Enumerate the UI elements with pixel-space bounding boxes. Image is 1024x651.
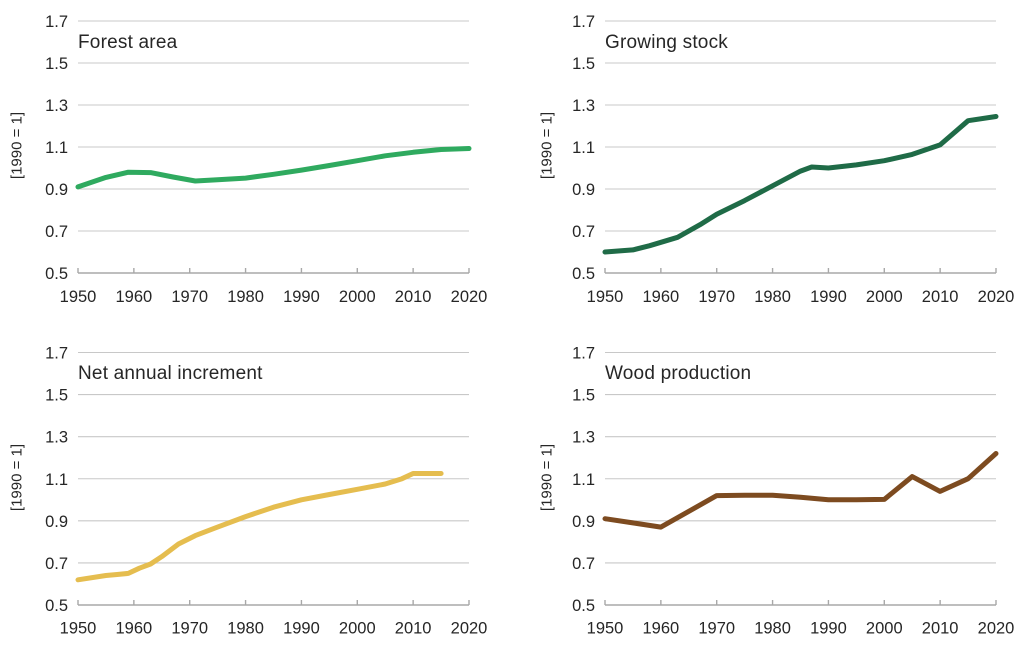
x-tick-label: 2010 — [922, 288, 959, 306]
y-tick-label: 1.3 — [572, 97, 595, 115]
x-tick-label: 1960 — [115, 288, 152, 306]
y-tick-label: 1.7 — [572, 345, 595, 363]
x-tick-label: 2020 — [978, 620, 1015, 638]
series-line — [75, 471, 444, 583]
x-tick-label: 1950 — [587, 620, 624, 638]
chart-title-growing-stock: Growing stock — [605, 32, 728, 53]
chart-title-wood-production: Wood production — [605, 363, 752, 384]
y-tick-label: 0.7 — [45, 223, 68, 241]
y-tick-label: 0.7 — [572, 555, 595, 573]
x-tick-label: 2000 — [339, 288, 376, 306]
chart-title-forest-area: Forest area — [78, 32, 178, 53]
y-tick-label: 1.1 — [572, 471, 595, 489]
y-tick-label: 0.5 — [45, 265, 68, 283]
chart-growing-stock: 1.7 1.5 1.3 1.1 0.9 0.7 0.5 1950 1960 1970 1980 199… — [572, 13, 1015, 306]
series-line — [602, 451, 999, 530]
x-tick-label: 2010 — [395, 620, 432, 638]
y-tick-label: 1.5 — [45, 55, 68, 73]
x-tick-label: 1950 — [60, 620, 97, 638]
x-tick-label: 1970 — [698, 288, 735, 306]
y-tick-label: 0.9 — [572, 513, 595, 531]
y-tick-label: 1.1 — [572, 139, 595, 157]
x-tick-label: 2020 — [978, 288, 1015, 306]
y-tick-label: 0.5 — [45, 597, 68, 615]
x-tick-label: 1980 — [227, 288, 264, 306]
y-tick-label: 1.3 — [572, 429, 595, 447]
chart-net-annual-increment: 1.7 1.5 1.3 1.1 0.9 0.7 0.5 1950 1960 1970 1980 199… — [45, 345, 488, 638]
y-tick-label: 1.7 — [45, 345, 68, 363]
x-tick-label: 2020 — [451, 620, 488, 638]
chart-forest-area: 1.7 1.5 1.3 1.1 0.9 0.7 0.5 1950 1960 1970 1980 199… — [45, 13, 488, 306]
series-line — [75, 146, 472, 190]
y-axis-label: [1990 = 1] — [538, 443, 556, 512]
x-tick-label: 2000 — [866, 288, 903, 306]
x-tick-label: 1990 — [283, 620, 320, 638]
y-tick-label: 1.7 — [572, 13, 595, 31]
series-line — [602, 114, 999, 255]
x-tick-label: 1970 — [698, 620, 735, 638]
x-tick-label: 2010 — [922, 620, 959, 638]
y-tick-label: 1.1 — [45, 139, 68, 157]
chart-wood-production: 1.7 1.5 1.3 1.1 0.9 0.7 0.5 1950 1960 1970 1980 199… — [572, 345, 1015, 638]
x-tick-label: 2000 — [339, 620, 376, 638]
x-tick-label: 1990 — [283, 288, 320, 306]
y-tick-label: 0.9 — [572, 181, 595, 199]
y-tick-label: 0.7 — [45, 555, 68, 573]
y-tick-label: 1.5 — [572, 55, 595, 73]
y-tick-label: 0.9 — [45, 513, 68, 531]
x-tick-label: 2010 — [395, 288, 432, 306]
y-tick-label: 0.9 — [45, 181, 68, 199]
y-axis-label: [1990 = 1] — [538, 111, 556, 180]
y-axis-label: [1990 = 1] — [8, 443, 26, 512]
y-tick-label: 1.3 — [45, 429, 68, 447]
y-tick-label: 1.1 — [45, 471, 68, 489]
y-tick-label: 0.5 — [572, 597, 595, 615]
x-tick-label: 1980 — [227, 620, 264, 638]
x-tick-label: 1960 — [642, 288, 679, 306]
y-tick-label: 0.5 — [572, 265, 595, 283]
x-tick-label: 1990 — [810, 620, 847, 638]
x-tick-label: 1950 — [60, 288, 97, 306]
y-tick-label: 0.7 — [572, 223, 595, 241]
x-tick-label: 2000 — [866, 620, 903, 638]
y-axis-label: [1990 = 1] — [8, 111, 26, 180]
chart-title-net-annual-increment: Net annual increment — [78, 363, 263, 384]
x-tick-label: 1960 — [642, 620, 679, 638]
x-tick-label: 1980 — [754, 288, 791, 306]
x-tick-label: 1980 — [754, 620, 791, 638]
x-tick-label: 1970 — [171, 288, 208, 306]
y-tick-label: 1.5 — [572, 387, 595, 405]
x-tick-label: 1950 — [587, 288, 624, 306]
x-tick-label: 2020 — [451, 288, 488, 306]
x-tick-label: 1990 — [810, 288, 847, 306]
y-tick-label: 1.3 — [45, 97, 68, 115]
y-tick-label: 1.7 — [45, 13, 68, 31]
x-tick-label: 1970 — [171, 620, 208, 638]
y-tick-label: 1.5 — [45, 387, 68, 405]
x-tick-label: 1960 — [115, 620, 152, 638]
